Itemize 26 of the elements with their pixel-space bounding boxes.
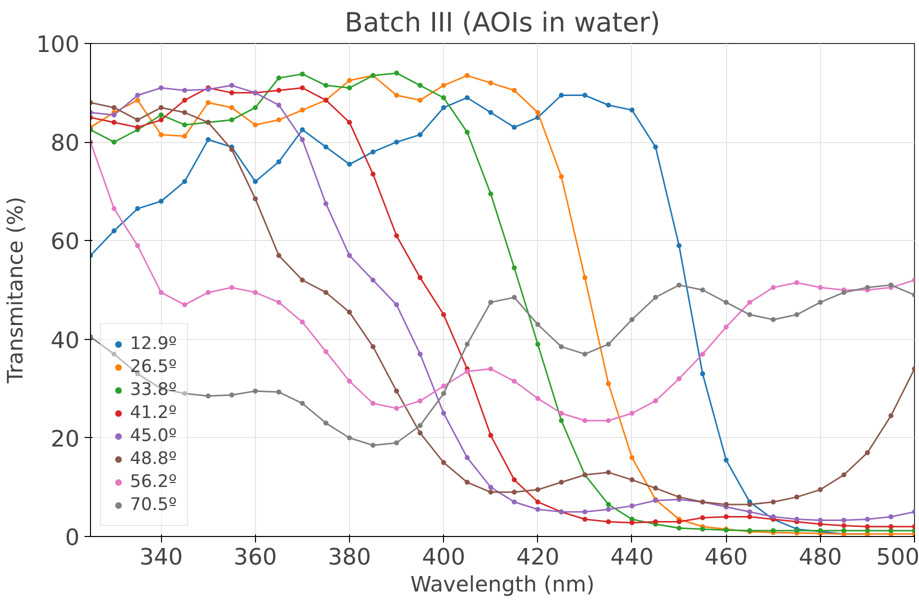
legend-label: 26.5º: [130, 357, 177, 377]
y-tick-label: 60: [50, 229, 80, 256]
legend-label: 12.9º: [130, 334, 177, 354]
x-tick-label: 400: [422, 544, 466, 570]
y-tick-label: 40: [50, 328, 80, 354]
legend-label: 56.2º: [130, 472, 177, 492]
legend-label: 45.0º: [130, 426, 177, 446]
legend-label: 70.5º: [130, 495, 177, 515]
y-tick-label: 0: [65, 525, 80, 551]
x-tick-label: 440: [610, 544, 654, 570]
y-tick-label: 80: [50, 130, 80, 157]
y-axis-title: Transmitance (%): [3, 196, 28, 384]
x-tick-label: 480: [798, 544, 842, 570]
legend-label: 33.8º: [130, 380, 177, 400]
x-tick-label: 380: [328, 544, 372, 570]
chart-title: Batch III (AOIs in water): [344, 8, 660, 38]
x-tick-label: 460: [704, 544, 748, 570]
legend-label: 41.2º: [130, 403, 177, 423]
x-tick-label: 340: [140, 544, 183, 570]
y-tick-label: 100: [36, 32, 80, 58]
x-tick-label: 360: [234, 544, 277, 570]
x-tick-label: 420: [516, 544, 560, 570]
legend-label: 48.8º: [130, 449, 177, 469]
y-tick-label: 20: [50, 426, 80, 452]
x-tick-label: 500: [876, 544, 919, 570]
x-axis-title: Wavelength (nm): [410, 572, 595, 598]
